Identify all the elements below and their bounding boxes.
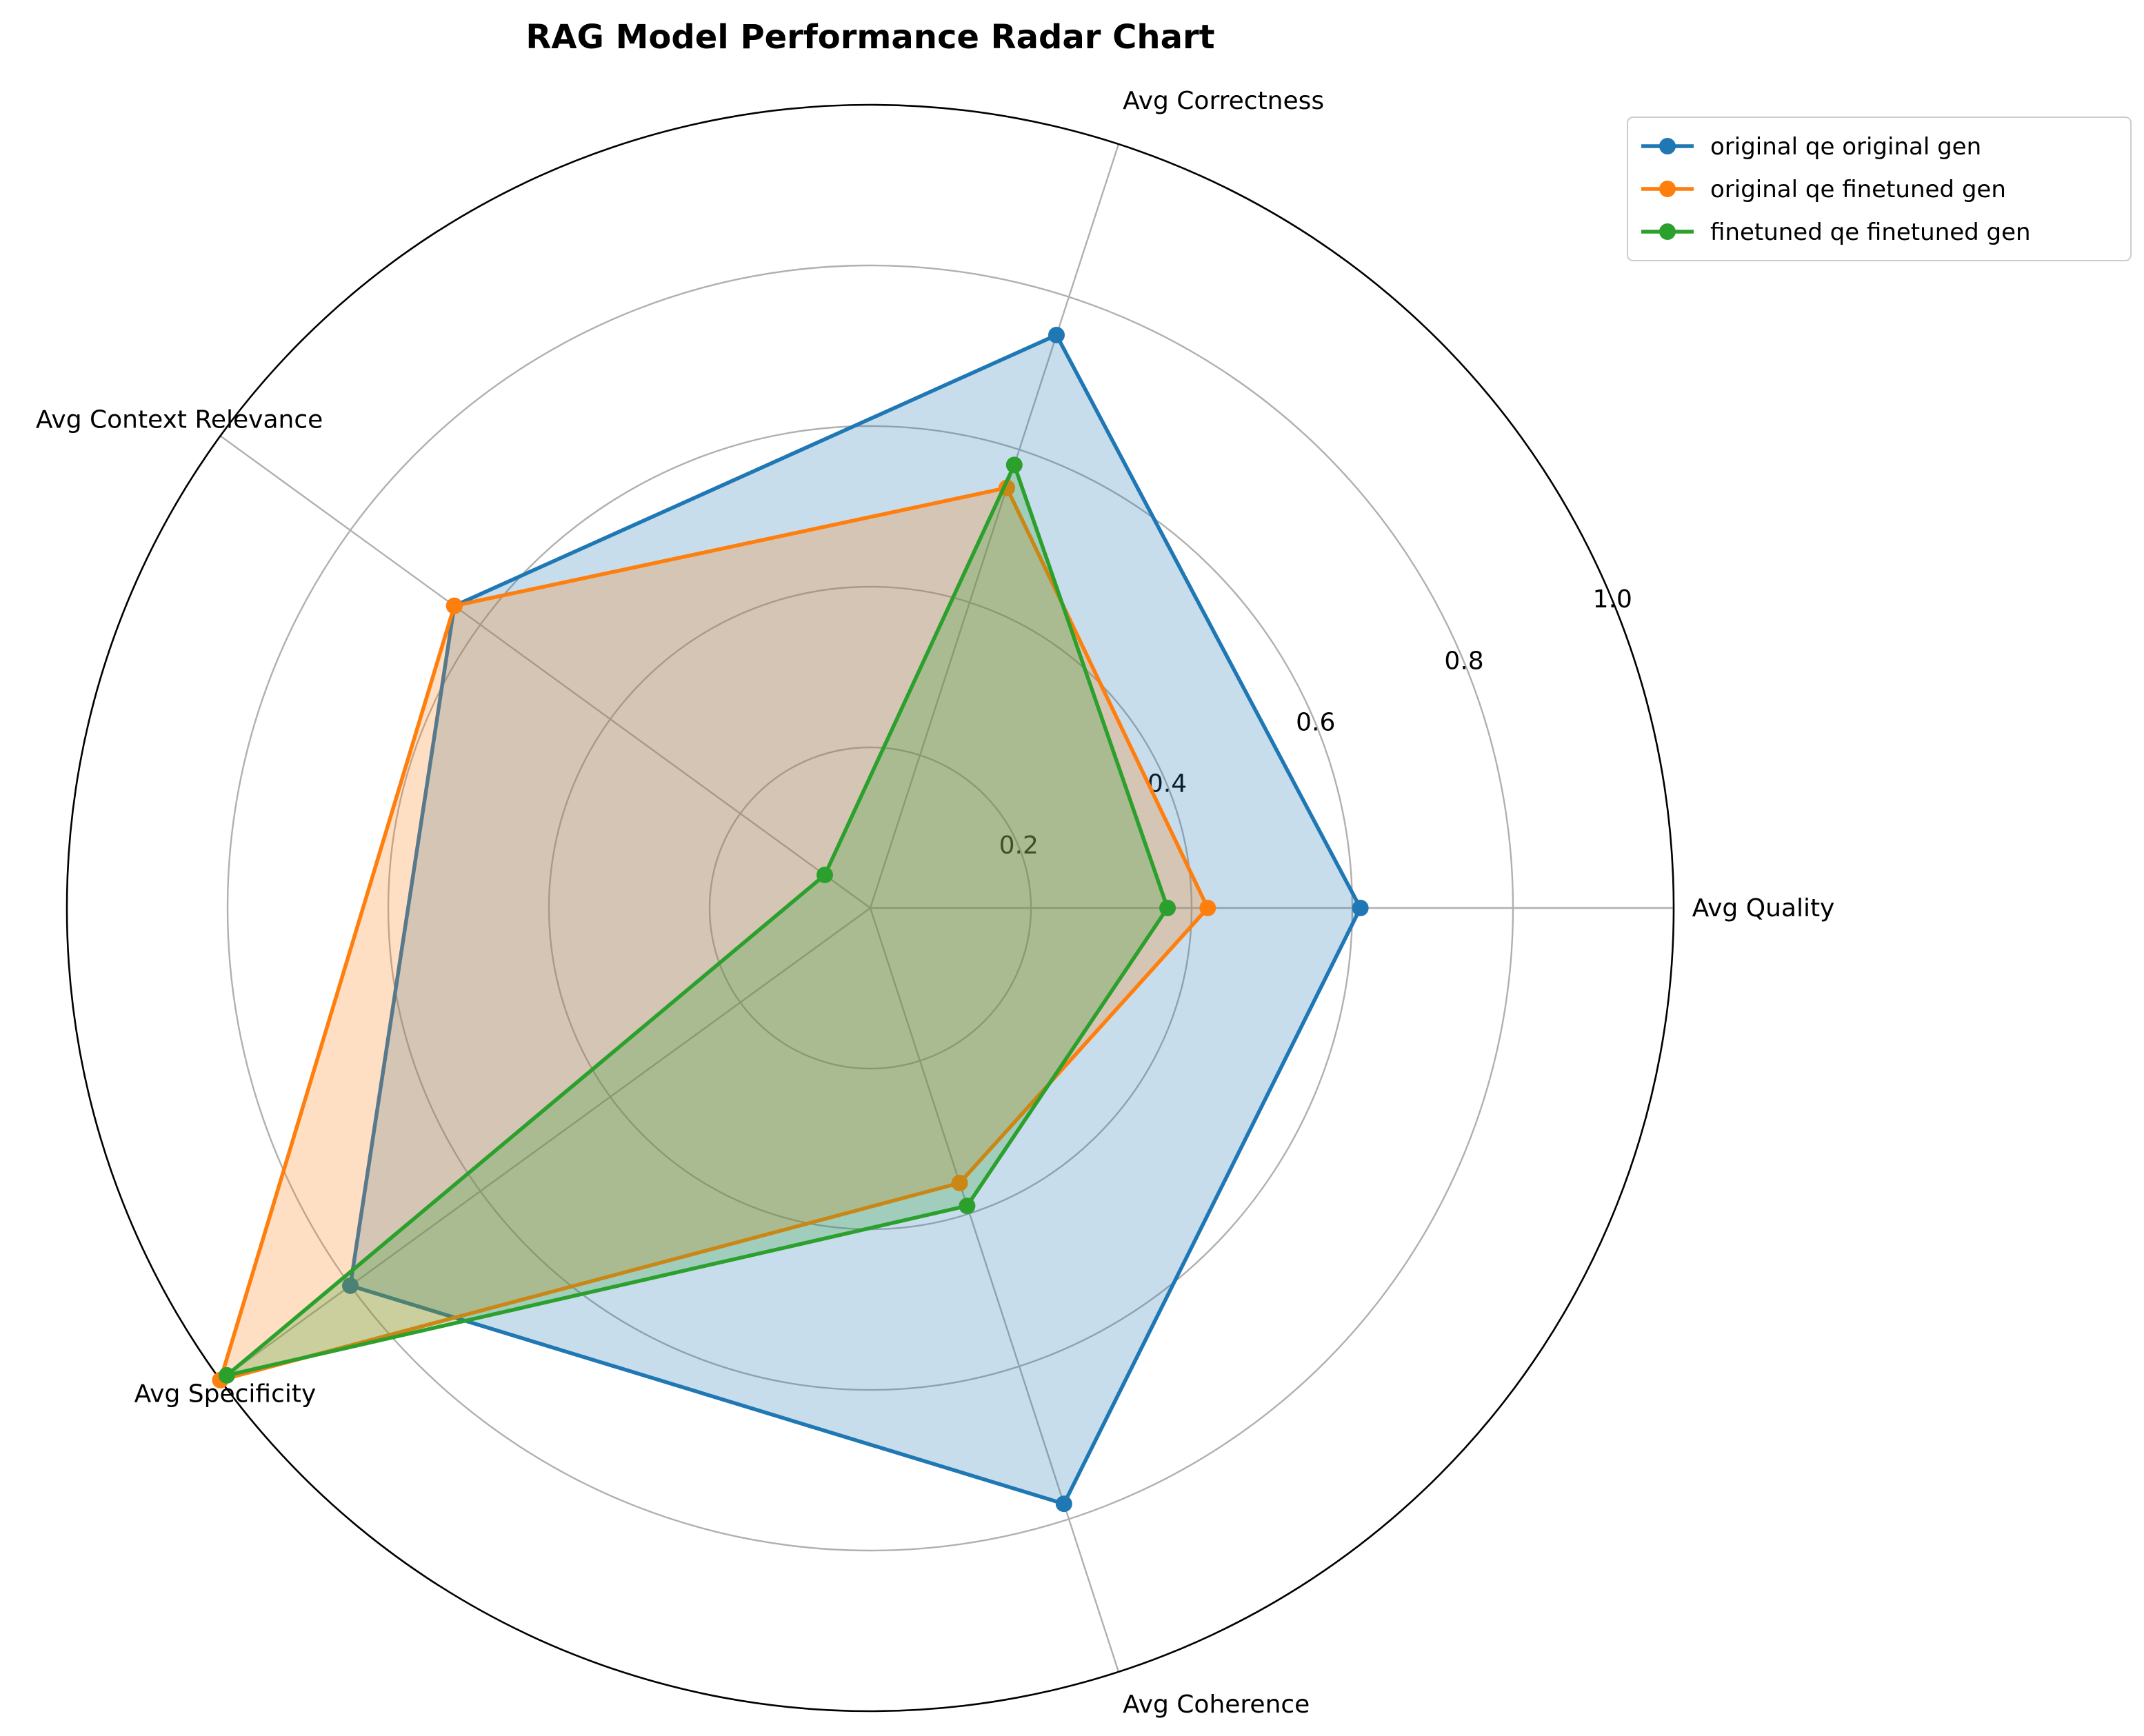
legend-marker	[1659, 223, 1676, 240]
series-point	[816, 867, 834, 884]
radial-tick-label: 0.8	[1444, 647, 1483, 675]
axis-label: Avg Specificity	[134, 1380, 317, 1409]
polar-frame	[66, 103, 1675, 1713]
series-point	[1199, 900, 1216, 916]
legend-label: original qe original gen	[1710, 133, 1981, 161]
radial-tick-label: 0.6	[1296, 709, 1335, 737]
legend: original qe original gen original qe fine…	[1627, 117, 2132, 261]
series-line	[348, 333, 1363, 1506]
series-point	[1048, 327, 1065, 344]
axis-label: Avg Correctness	[1123, 87, 1324, 115]
series-line	[218, 485, 1210, 1382]
series-point	[1005, 456, 1023, 474]
series-point	[218, 1366, 235, 1384]
radar-series	[212, 327, 1369, 1513]
grid-spoke	[219, 907, 871, 1381]
axis-labels: Avg Quality Avg Correctness Avg Context Re…	[36, 87, 1834, 1719]
radial-tick-label: 1.0	[1593, 585, 1632, 614]
series-point	[341, 1277, 359, 1294]
series-point	[1352, 900, 1369, 916]
series-line	[225, 463, 1170, 1377]
legend-label: original qe finetuned gen	[1710, 176, 2006, 203]
legend-box	[1627, 117, 2132, 261]
series-fill	[226, 465, 1168, 1375]
grid-spoke	[219, 435, 871, 909]
series-point	[959, 1198, 976, 1215]
chart-title: RAG Model Performance Radar Chart	[525, 18, 1214, 57]
axis-label: Avg Context Relevance	[36, 405, 323, 434]
series-point	[1055, 1495, 1072, 1513]
grid-spoke	[869, 907, 1120, 1673]
series-fill	[350, 335, 1361, 1504]
radial-tick-label: 0.2	[999, 831, 1039, 860]
series-point	[1159, 900, 1176, 916]
axis-label: Avg Quality	[1692, 894, 1835, 922]
series-point	[951, 1174, 968, 1191]
series-fill	[220, 487, 1208, 1380]
axis-label: Avg Coherence	[1123, 1690, 1310, 1719]
grid-spoke	[869, 143, 1120, 909]
legend-marker	[1659, 181, 1676, 197]
legend-label: finetuned qe finetuned gen	[1710, 219, 2031, 246]
series-point	[445, 597, 463, 614]
legend-marker	[1659, 138, 1676, 154]
